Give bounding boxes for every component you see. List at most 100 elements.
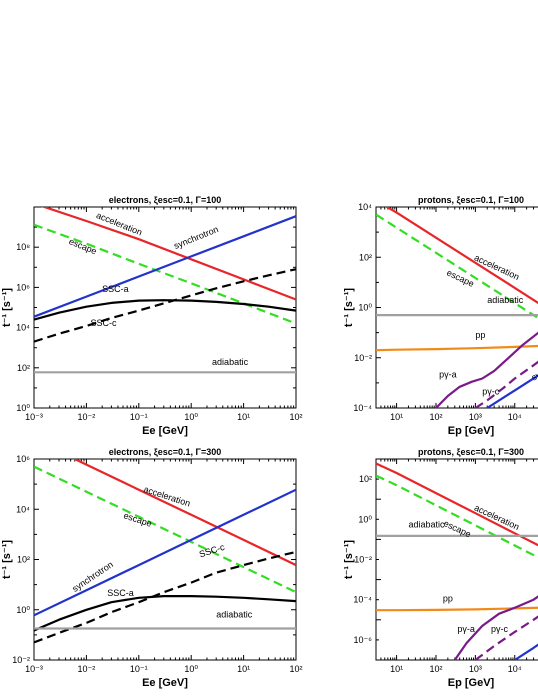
series-line-escape [376,213,538,320]
series-line-ssc-c [34,268,296,343]
x-tick-label: 10² [289,664,302,674]
series-label: pp [443,594,453,604]
x-tick-label: 10⁰ [184,412,198,422]
x-axis-label: Ep [GeV] [448,425,495,437]
series-line-escape [34,465,296,594]
x-tick-label: 10³ [469,412,482,422]
x-tick-label: 10⁻¹ [130,664,148,674]
series-line-acceleration [41,207,296,301]
series-line-acceleration [72,459,296,567]
series-line-p-a [453,595,538,660]
series-line-ssc-a [34,299,296,321]
series-label: pp [475,330,485,340]
series-label: pγ-c [491,624,509,634]
series-line-p-a [435,331,538,408]
series-line-p-c [474,360,538,408]
x-tick-label: 10⁻² [78,412,96,422]
series-label: escape [122,510,153,528]
y-tick-label: 10⁶ [16,282,30,292]
y-tick-label: 10² [17,555,30,565]
series-label: acceleration [142,484,191,509]
panel-4: protons, ξesc=0.1, Γ=30010¹10²10³10⁴10⁵1… [343,447,538,689]
series-label: synchrotron [172,224,219,251]
x-tick-label: 10⁻³ [25,664,43,674]
x-axis-label: Ee [GeV] [142,425,188,437]
x-tick-label: 10² [289,412,302,422]
y-tick-label: 10² [359,474,372,484]
y-tick-label: 10⁻⁶ [354,635,373,645]
series-group: accelerationescapesynchrotronSSC-aSSC-ca… [34,459,296,644]
series-label: SSC-a [107,588,134,598]
x-tick-label: 10³ [469,664,482,674]
series-line-synchrotron [514,643,538,660]
y-tick-label: 10⁴ [358,202,372,212]
panel-2: protons, ξesc=0.1, Γ=10010¹10²10³10⁴10⁵1… [343,195,538,437]
series-line-synchrotron [34,488,296,617]
series-label: adiabatic [216,609,253,619]
panel-title: electrons, ξesc=0.1, Γ=300 [109,447,222,457]
y-tick-label: 10⁴ [16,323,30,333]
y-axis-label: t⁻¹ [s⁻¹] [1,540,13,579]
series-label: pγ-a [457,624,475,634]
panel-title: electrons, ξesc=0.1, Γ=100 [109,195,222,205]
y-tick-label: 10⁰ [358,514,372,524]
series-label: adiabatic [212,357,249,367]
panel-1: electrons, ξesc=0.1, Γ=100 10⁻³ 10⁻² 10⁻¹ 10… [1,195,303,437]
series-label: adiabatic [408,519,445,529]
plot-frame [375,206,538,409]
panel-title: protons, ξesc=0.1, Γ=100 [418,195,524,205]
y-tick-label: 10⁰ [16,403,30,413]
series-line-p-c [474,615,538,660]
y-tick-label: 10⁻⁴ [353,595,372,605]
x-tick-label: 10¹ [237,664,250,674]
x-tick-label: 10¹ [237,412,250,422]
series-label: escape [445,268,476,289]
series-label: pγ-c [482,386,500,396]
y-tick-label: 10⁻⁴ [353,403,372,413]
series-label: SSC-c [198,542,226,560]
y-tick-label: 10⁴ [16,504,30,514]
series-group: accelerationescapeadiabaticpppγ-apγ-csyn… [376,462,538,660]
y-tick-label: 10⁰ [16,605,30,615]
series-line-ssc-c [34,550,296,644]
y-tick-label: 10⁸ [16,242,30,252]
series-line-escape [34,223,296,325]
series-line-synchrotron [486,374,538,408]
y-tick-label: 10² [17,363,30,373]
x-tick-label: 10⁴ [508,412,522,422]
x-tick-label: 10⁻² [78,664,96,674]
plot-frame [33,458,297,661]
y-tick-label: 10⁰ [358,303,372,313]
y-axis-label: t⁻¹ [s⁻¹] [1,288,13,327]
x-tick-label: 10² [429,412,442,422]
x-axis-label: Ep [GeV] [448,677,495,689]
series-line-pp [376,606,538,612]
series-line-pp [376,344,538,352]
series-line-escape [376,474,538,559]
y-tick-label: 10⁶ [16,454,30,464]
series-label: adiabatic [487,295,524,305]
y-tick-label: 10² [359,252,372,262]
series-line-acceleration [384,207,538,305]
x-tick-label: 10² [429,664,442,674]
series-line-acceleration [376,462,538,547]
x-tick-label: 10⁴ [508,664,522,674]
y-axis-label: t⁻¹ [s⁻¹] [343,540,355,579]
series-label: pγ-a [439,370,457,380]
x-tick-label: 10¹ [390,664,403,674]
x-tick-label: 10¹ [390,412,403,422]
x-tick-label: 10⁰ [184,664,198,674]
series-label: escape [67,236,98,256]
x-tick-label: 10⁻¹ [130,412,148,422]
y-tick-label: 10⁻² [12,655,30,665]
x-tick-label: 10⁻³ [25,412,43,422]
series-line-synchrotron [34,215,296,318]
y-tick-label: 10⁻² [354,353,372,363]
y-tick-label: 10⁻² [354,555,372,565]
series-label: SSC-a [102,284,129,294]
series-line-ssc-a [34,594,296,632]
y-axis-label: t⁻¹ [s⁻¹] [343,288,355,327]
